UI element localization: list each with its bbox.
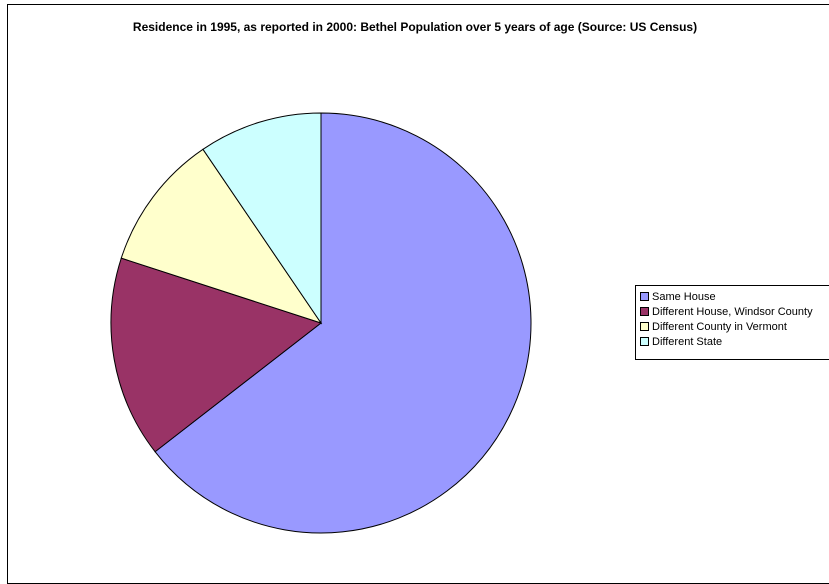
pie-slice-different-county-in-vermont: [120, 148, 323, 324]
legend-item-different-house-windsor-county: Different House, Windsor County: [640, 304, 829, 319]
pie-slice-same-house: [154, 112, 532, 534]
legend-item-same-house: Same House: [640, 289, 829, 304]
legend-label: Same House: [652, 290, 716, 303]
legend-label: Different County in Vermont: [652, 320, 787, 333]
legend-item-different-county-in-vermont: Different County in Vermont: [640, 319, 829, 334]
legend-label: Different House, Windsor County: [652, 305, 813, 318]
legend-swatch: [640, 292, 649, 301]
legend: Same House Different House, Windsor Coun…: [635, 285, 829, 360]
legend-item-different-state: Different State: [640, 334, 829, 349]
chart-title: Residence in 1995, as reported in 2000: …: [132, 20, 698, 34]
legend-label: Different State: [652, 335, 723, 348]
legend-swatch: [640, 322, 649, 331]
legend-swatch: [640, 337, 649, 346]
pie-slice-different-state: [202, 112, 322, 325]
pie-slice-different-house-windsor-county: [110, 257, 323, 453]
legend-swatch: [640, 307, 649, 316]
pie-chart: [110, 112, 532, 534]
